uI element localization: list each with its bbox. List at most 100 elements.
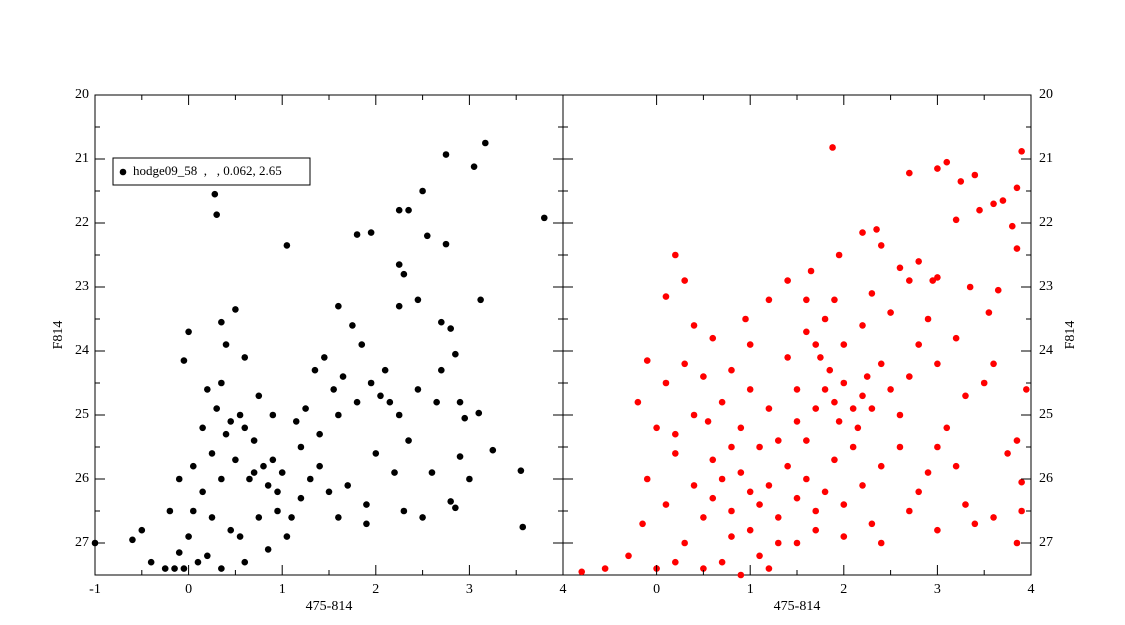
y-tick-label: 21 <box>75 151 89 166</box>
point <box>877 462 885 470</box>
y-tick-label: 25 <box>75 407 89 422</box>
point <box>1018 507 1025 515</box>
point <box>255 514 263 521</box>
point <box>803 296 810 304</box>
point <box>400 507 408 515</box>
point <box>213 405 220 412</box>
point <box>316 462 323 470</box>
point <box>540 214 548 222</box>
point <box>433 398 440 406</box>
point <box>681 277 688 284</box>
point <box>887 309 894 316</box>
point <box>817 354 824 361</box>
point <box>283 533 291 540</box>
point <box>718 398 726 406</box>
point <box>896 411 904 419</box>
y-axis-label: F814 <box>1063 321 1078 350</box>
point <box>831 296 838 304</box>
point <box>438 318 445 326</box>
point <box>765 482 773 489</box>
legend-label: hodge09_58 , , 0.062, 2.65 <box>133 163 282 178</box>
y-axis-label: F814 <box>51 321 66 350</box>
point <box>653 424 660 432</box>
point <box>475 409 483 417</box>
point <box>414 296 422 304</box>
point <box>395 206 403 214</box>
y-tick-label: 20 <box>1039 87 1053 102</box>
point <box>246 475 253 483</box>
point <box>363 501 370 508</box>
x-tick-label: 1 <box>279 582 286 597</box>
point <box>283 242 291 249</box>
point <box>868 290 876 297</box>
point <box>278 469 286 476</box>
x-tick-label: 3 <box>934 582 941 597</box>
point <box>456 453 464 460</box>
point <box>204 386 211 393</box>
point <box>728 443 735 451</box>
point <box>662 379 670 387</box>
point <box>877 360 885 368</box>
x-tick-label: 3 <box>466 582 473 597</box>
point <box>934 526 941 534</box>
point <box>803 328 810 336</box>
point <box>807 267 815 275</box>
point <box>363 520 370 528</box>
x-tick-label: 0 <box>185 582 192 597</box>
point <box>241 558 249 566</box>
point <box>709 494 717 502</box>
point <box>915 341 922 348</box>
point <box>812 341 820 348</box>
point <box>297 443 305 451</box>
y-tick-label: 22 <box>1039 215 1053 230</box>
point <box>260 462 267 470</box>
point <box>868 405 876 412</box>
point <box>1013 184 1021 192</box>
point <box>672 430 679 438</box>
y-tick-label: 23 <box>1039 279 1053 294</box>
point <box>859 229 866 236</box>
point <box>873 226 880 233</box>
point <box>962 392 969 400</box>
point <box>442 151 450 158</box>
point <box>218 475 225 483</box>
point <box>803 437 810 444</box>
point <box>924 315 932 323</box>
point <box>175 475 183 483</box>
point <box>971 171 979 179</box>
point <box>746 526 754 534</box>
point <box>482 139 489 147</box>
point <box>906 169 913 177</box>
point <box>943 424 951 432</box>
point <box>161 565 169 572</box>
point <box>349 322 356 329</box>
x-tick-label: 2 <box>840 582 847 597</box>
point <box>952 334 960 342</box>
point <box>367 379 375 387</box>
point <box>395 302 403 310</box>
point <box>185 533 192 540</box>
point <box>138 526 146 534</box>
point <box>227 526 235 534</box>
point <box>199 488 206 496</box>
point <box>840 341 848 348</box>
point <box>765 565 773 572</box>
point <box>466 475 473 483</box>
point <box>236 533 244 540</box>
point <box>236 411 244 419</box>
point <box>442 240 450 248</box>
point <box>835 251 843 259</box>
point <box>395 411 403 419</box>
point <box>213 211 220 218</box>
point <box>639 520 646 528</box>
point <box>218 379 225 387</box>
point <box>643 475 651 483</box>
point <box>452 350 459 358</box>
x-tick-label: 0 <box>653 582 660 597</box>
point <box>208 450 216 457</box>
point <box>709 456 717 464</box>
point <box>335 514 342 521</box>
point <box>662 293 670 300</box>
point <box>1018 478 1025 486</box>
